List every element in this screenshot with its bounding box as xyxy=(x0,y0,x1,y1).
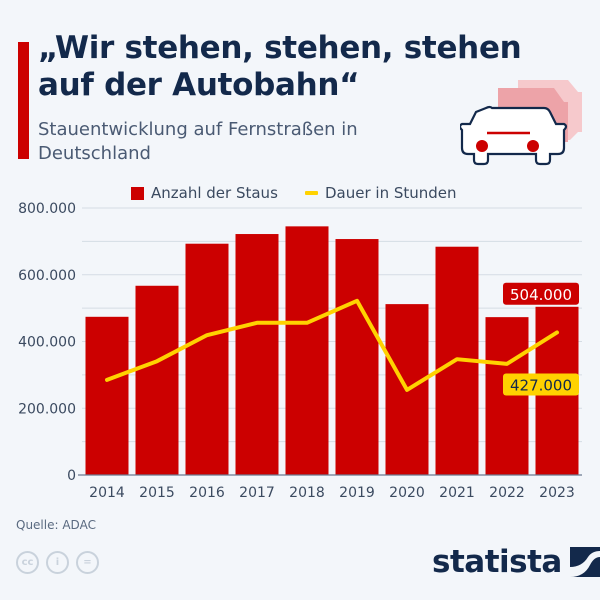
bar-2014 xyxy=(85,316,129,475)
y-tick-label: 800.000 xyxy=(18,201,76,217)
legend-swatch-bar xyxy=(131,186,144,200)
data-label: 427.000 xyxy=(510,376,572,394)
x-tick-label: 2023 xyxy=(539,485,575,500)
cc-icon: cc xyxy=(16,551,39,574)
statista-logo: statista xyxy=(432,544,600,580)
legend-item-line: Dauer in Stunden xyxy=(305,184,457,202)
y-tick-label: 0 xyxy=(67,468,76,484)
chart-legend: Anzahl der Staus Dauer in Stunden xyxy=(0,180,600,204)
title-accent-bar xyxy=(18,42,29,159)
x-tick-label: 2020 xyxy=(389,485,425,500)
bar-2015 xyxy=(135,285,179,475)
traffic-jam-car-icon xyxy=(460,80,582,166)
license-icons: cc i = xyxy=(16,551,99,574)
bar-2019 xyxy=(335,239,379,475)
data-label-bg xyxy=(503,282,579,305)
data-label: 504.000 xyxy=(510,286,572,304)
x-tick-label: 2015 xyxy=(139,485,175,500)
data-label-bg xyxy=(503,373,579,396)
x-tick-label: 2021 xyxy=(439,485,475,500)
legend-swatch-line xyxy=(305,191,318,195)
legend-item-bars: Anzahl der Staus xyxy=(131,184,278,202)
statista-logo-icon xyxy=(569,547,600,577)
brand-name: statista xyxy=(432,544,562,580)
x-tick-label: 2019 xyxy=(339,485,375,500)
x-tick-label: 2014 xyxy=(89,485,125,500)
bar-2022 xyxy=(485,317,529,475)
bar-2017 xyxy=(235,234,279,475)
y-tick-label: 200.000 xyxy=(18,401,76,417)
y-tick-label: 400.000 xyxy=(18,335,76,351)
bar-2016 xyxy=(185,243,229,475)
attribution-icon: i xyxy=(46,551,69,574)
source-label: Quelle: ADAC xyxy=(16,518,96,532)
chart-subtitle: Stauentwicklung auf Fernstraßen in Deuts… xyxy=(38,119,358,164)
no-derivatives-icon: = xyxy=(76,551,99,574)
legend-label-bars: Anzahl der Staus xyxy=(151,184,278,202)
chart-area: 0 200.000 400.000 600.000 800.000 2014 2015 201… xyxy=(18,201,582,500)
x-tick-label: 2017 xyxy=(239,485,275,500)
line-series-dauer xyxy=(105,298,559,392)
x-tick-label: 2022 xyxy=(489,485,525,500)
legend-label-line: Dauer in Stunden xyxy=(325,184,457,202)
x-tick-label: 2016 xyxy=(189,485,225,500)
chart-title: „Wir stehen, stehen, stehen auf der Auto… xyxy=(38,30,522,103)
y-tick-label: 600.000 xyxy=(18,268,76,284)
x-tick-label: 2018 xyxy=(289,485,325,500)
bar-2018 xyxy=(285,226,329,475)
